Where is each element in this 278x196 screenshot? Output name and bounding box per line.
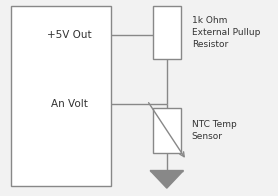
Text: 1k Ohm
External Pullup
Resistor: 1k Ohm External Pullup Resistor: [192, 16, 260, 49]
Bar: [153, 108, 181, 153]
Text: +5V Out: +5V Out: [47, 30, 92, 40]
Bar: [153, 6, 181, 59]
Text: NTC Temp
Sensor: NTC Temp Sensor: [192, 120, 237, 141]
Polygon shape: [150, 171, 183, 188]
Bar: [11, 6, 111, 186]
Text: An Volt: An Volt: [51, 99, 88, 109]
